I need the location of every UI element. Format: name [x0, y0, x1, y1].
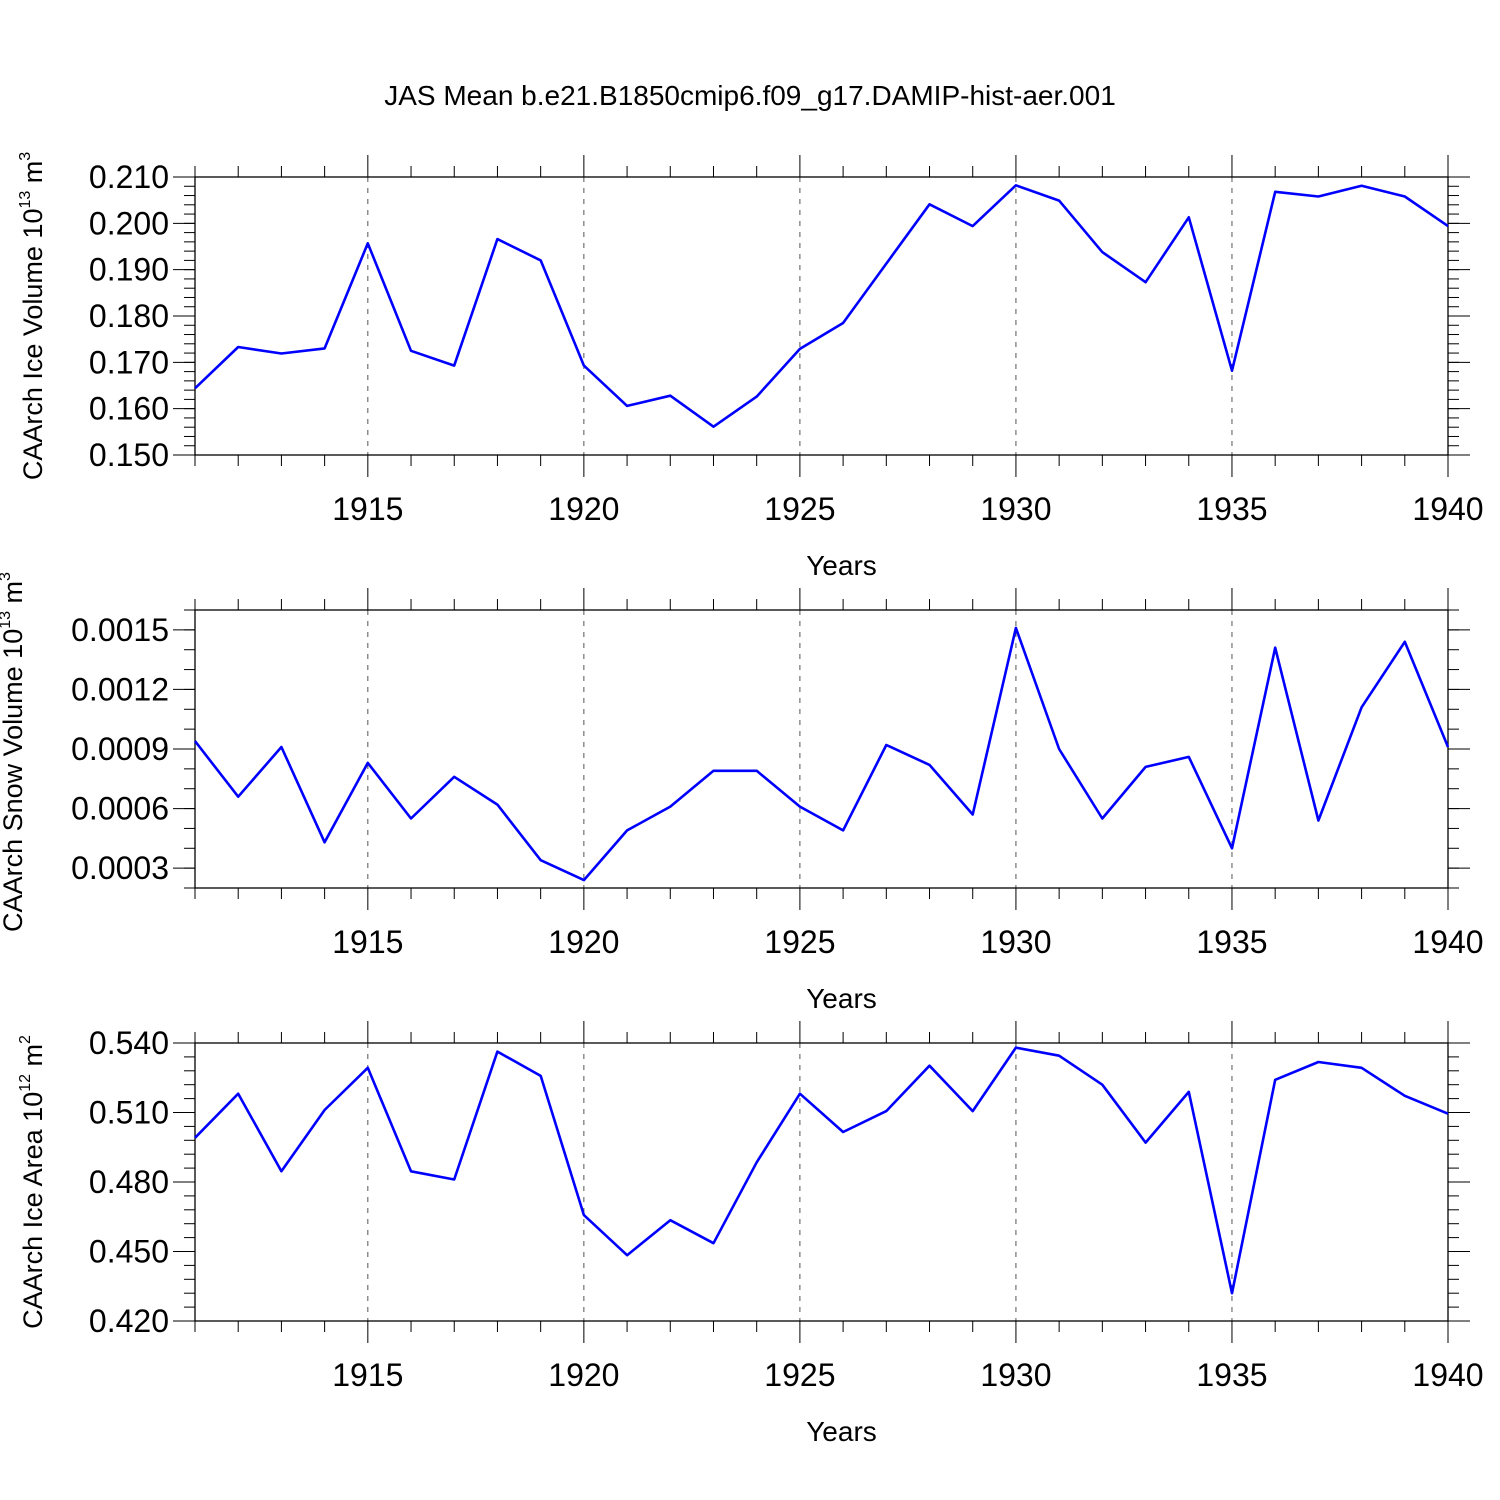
y-tick-label: 0.420: [89, 1303, 169, 1339]
y-tick-label: 0.170: [89, 344, 169, 380]
x-tick-label: 1930: [980, 491, 1051, 527]
y-tick-label: 0.510: [89, 1095, 169, 1131]
y-tick-label: 0.150: [89, 437, 169, 473]
x-tick-label: 1915: [332, 924, 403, 960]
series-line: [193, 626, 1450, 882]
y-axis-label: CAArch Ice Volume 1013 m3: [17, 152, 48, 480]
plot-frame: [194, 609, 1449, 889]
x-tick-label: 1925: [764, 1357, 835, 1393]
panels: 1915 1920 1925 1930 1935 1940 0.150 0.160 0.170 0…: [0, 152, 1484, 1447]
x-tick-label: 1915: [332, 491, 403, 527]
x-tick-label: 1940: [1412, 924, 1483, 960]
series-line: [194, 1046, 1449, 1295]
x-tick-label: 1925: [764, 491, 835, 527]
y-tick-label: 0.0009: [71, 731, 169, 767]
plot-frame: [194, 1042, 1449, 1322]
series-line: [194, 184, 1449, 429]
panel-2: 1915 1920 1925 1930 1935 1940 0.0003 0.0006 0.00…: [0, 572, 1484, 1014]
y-tick-label: 0.450: [89, 1234, 169, 1270]
x-tick-label: 1940: [1412, 1357, 1483, 1393]
y-tick-label: 0.540: [89, 1025, 169, 1061]
x-tick-label: 1940: [1412, 491, 1483, 527]
x-tick-label: 1920: [548, 1357, 619, 1393]
panel-3: 1915 1920 1925 1930 1935 1940 0.420 0.450 0.480 0…: [17, 1021, 1484, 1447]
x-axis-label: Years: [806, 983, 877, 1014]
x-tick-label: 1935: [1196, 1357, 1267, 1393]
x-tick-label: 1925: [764, 924, 835, 960]
x-tick-label: 1935: [1196, 491, 1267, 527]
y-tick-label: 0.0015: [71, 612, 169, 648]
y-axis-label: CAArch Snow Volume 1013 m3: [0, 572, 28, 932]
x-axis-label: Years: [806, 550, 877, 581]
x-tick-label: 1930: [980, 1357, 1051, 1393]
y-tick-label: 0.0012: [71, 671, 169, 707]
y-tick-label: 0.180: [89, 298, 169, 334]
y-tick-label: 0.210: [89, 159, 169, 195]
x-axis-label: Years: [806, 1416, 877, 1447]
figure-title: JAS Mean b.e21.B1850cmip6.f09_g17.DAMIP-…: [384, 80, 1116, 111]
y-tick-label: 0.160: [89, 391, 169, 427]
x-tick-label: 1915: [332, 1357, 403, 1393]
y-tick-label: 0.0003: [71, 850, 169, 886]
x-tick-label: 1920: [548, 924, 619, 960]
y-tick-label: 0.480: [89, 1164, 169, 1200]
y-tick-label: 0.0006: [71, 791, 169, 827]
x-tick-label: 1935: [1196, 924, 1267, 960]
x-tick-label: 1930: [980, 924, 1051, 960]
x-tick-label: 1920: [548, 491, 619, 527]
y-axis-label: CAArch Ice Area 1012 m2: [17, 1035, 48, 1329]
panel-1: 1915 1920 1925 1930 1935 1940 0.150 0.160 0.170 0…: [17, 152, 1484, 581]
y-tick-label: 0.200: [89, 205, 169, 241]
y-tick-label: 0.190: [89, 252, 169, 288]
plot-frame: [194, 176, 1449, 456]
